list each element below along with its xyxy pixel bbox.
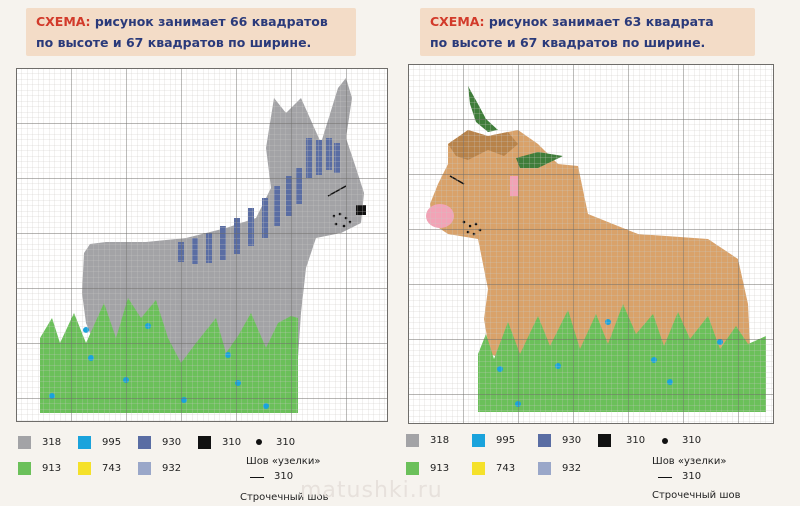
left-code-318: 318 — [42, 437, 62, 448]
right-code-995: 995 — [496, 435, 516, 446]
left-header-line2: по высоте и 67 квадратов по ширине. — [36, 35, 312, 50]
right-header-line1: рисунок занимает 63 квадрата — [484, 14, 714, 29]
right-code-318: 318 — [430, 435, 450, 446]
right-swatch-930 — [538, 434, 551, 447]
left-swatch-913 — [18, 462, 31, 475]
right-header: СХЕМА: рисунок занимает 63 квадрата по в… — [420, 8, 755, 56]
left-swatch-930 — [138, 436, 151, 449]
right-code-743: 743 — [496, 463, 516, 474]
right-code-310: 310 — [626, 435, 646, 446]
left-code-310-knot: 310 — [276, 437, 296, 448]
right-code-932: 932 — [562, 463, 582, 474]
left-code-932: 932 — [162, 463, 182, 474]
left-legend: 318 995 930 310 310 913 743 932 Шов «узе… — [0, 428, 400, 506]
right-code-913: 913 — [430, 463, 450, 474]
left-backstitch-line — [250, 477, 264, 478]
right-cross-stitch-chart — [408, 64, 774, 424]
left-french-knot-label: Шов «узелки» — [246, 456, 321, 467]
right-swatch-995 — [472, 434, 485, 447]
left-code-913: 913 — [42, 463, 62, 474]
right-swatch-318 — [406, 434, 419, 447]
right-backstitch-code: 310 — [682, 471, 702, 482]
left-swatch-932 — [138, 462, 151, 475]
left-swatch-318 — [18, 436, 31, 449]
left-cross-stitch-chart — [16, 68, 388, 422]
left-header-label: СХЕМА: — [36, 14, 91, 29]
left-swatch-743 — [78, 462, 91, 475]
right-header-line2: по высоте и 67 квадратов по ширине. — [430, 35, 706, 50]
left-code-930: 930 — [162, 437, 182, 448]
right-pattern-panel: СХЕМА: рисунок занимает 63 квадрата по в… — [400, 0, 800, 506]
right-swatch-913 — [406, 462, 419, 475]
left-swatch-310 — [198, 436, 211, 449]
left-backstitch-code: 310 — [274, 471, 294, 482]
right-swatch-932 — [538, 462, 551, 475]
right-french-knot-dot — [662, 438, 668, 444]
right-french-knot-label: Шов «узелки» — [652, 456, 727, 467]
right-backstitch-label: Строчечный шов — [652, 490, 741, 501]
right-swatch-743 — [472, 462, 485, 475]
left-backstitch-label: Строчечный шов — [240, 492, 329, 503]
watermark: matushki.ru — [300, 478, 443, 503]
left-header: СХЕМА: рисунок занимает 66 квадратов по … — [26, 8, 356, 56]
left-header-line1: рисунок занимает 66 квадратов — [90, 14, 328, 29]
left-french-knot-dot — [256, 439, 262, 445]
left-code-743: 743 — [102, 463, 122, 474]
right-code-930: 930 — [562, 435, 582, 446]
left-pattern-panel: СХЕМА: рисунок занимает 66 квадратов по … — [0, 8, 400, 506]
right-legend: 318 995 930 310 310 913 743 932 Шов «узе… — [400, 428, 800, 506]
right-header-label: СХЕМА: — [430, 14, 485, 29]
left-code-995: 995 — [102, 437, 122, 448]
left-code-310: 310 — [222, 437, 242, 448]
right-code-310-knot: 310 — [682, 435, 702, 446]
right-swatch-310 — [598, 434, 611, 447]
right-backstitch-line — [658, 477, 672, 478]
left-swatch-995 — [78, 436, 91, 449]
